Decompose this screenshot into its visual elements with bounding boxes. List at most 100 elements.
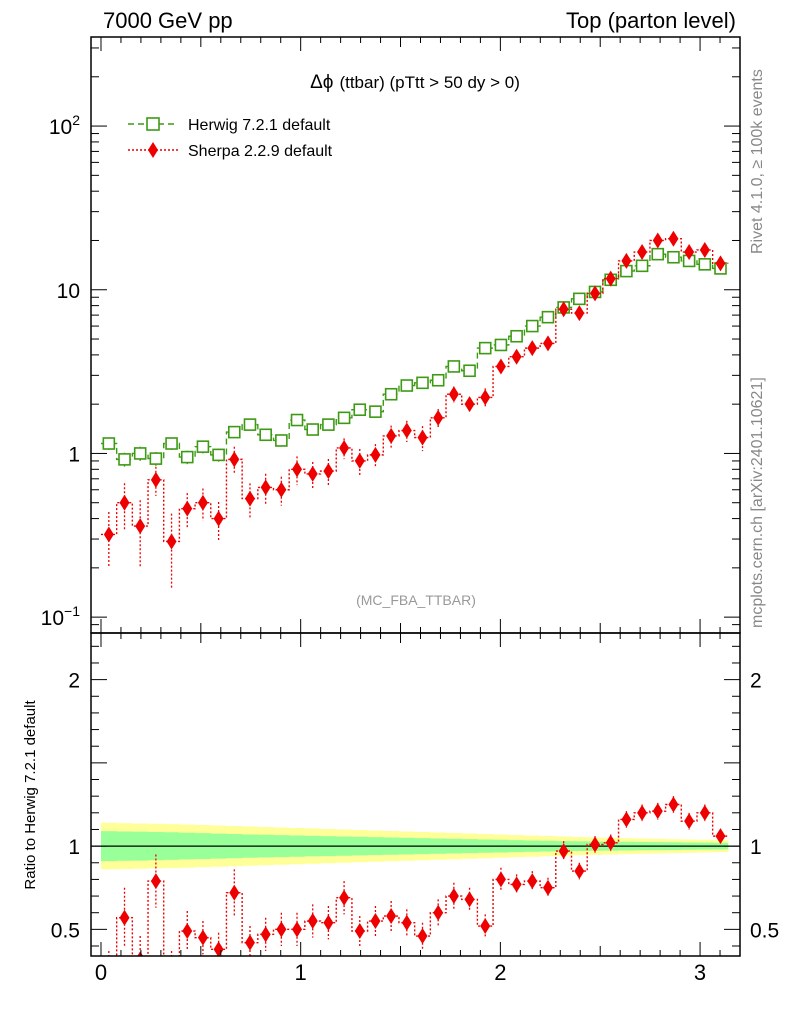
ratio-sherpa-point: [699, 804, 710, 821]
ratio-sherpa-point: [323, 914, 334, 931]
x-tick-label: 0: [95, 960, 107, 985]
sherpa-point: [605, 270, 616, 287]
herwig-point: [133, 447, 147, 460]
ratio-y-tick-label-left: 0.5: [51, 919, 80, 942]
main-y-tick-label: 10−1: [41, 603, 81, 630]
sherpa-point: [166, 533, 177, 550]
sherpa-point: [433, 409, 444, 426]
ratio-sherpa-point: [668, 796, 679, 813]
sherpa-point: [668, 230, 679, 247]
ratio-sherpa-point: [150, 873, 161, 890]
ratio-sherpa-point: [182, 923, 193, 940]
herwig-point: [165, 437, 178, 450]
sherpa-point: [699, 241, 710, 258]
sherpa-point: [652, 232, 663, 249]
herwig-point: [463, 364, 476, 378]
ratio-sherpa-point: [386, 908, 397, 925]
ratio-sherpa-point: [464, 891, 475, 908]
herwig-point: [384, 387, 398, 401]
ratio-sherpa-point: [433, 904, 444, 921]
sherpa-point: [307, 465, 318, 482]
sherpa-point: [386, 427, 397, 444]
ratio-sherpa-point: [276, 921, 287, 938]
herwig-point: [494, 338, 508, 352]
legend-herwig-label: Herwig 7.2.1 default: [188, 117, 331, 134]
ratio-sherpa-point: [448, 888, 459, 905]
ratio-sherpa-point: [167, 963, 177, 979]
x-tick-label: 1: [295, 960, 307, 985]
sherpa-point: [684, 244, 695, 261]
herwig-point: [416, 376, 429, 390]
herwig-point: [275, 434, 288, 447]
sherpa-point: [276, 481, 287, 498]
sherpa-point: [103, 526, 114, 543]
sherpa-point: [213, 510, 224, 527]
main-series-layer: [100, 230, 729, 588]
ratio-sherpa-point: [213, 941, 224, 956]
ratio-sherpa-point: [339, 889, 350, 906]
herwig-point: [322, 418, 335, 431]
legend-sherpa-label: Sherpa 2.2.9 default: [188, 143, 333, 160]
sherpa-point: [495, 358, 506, 375]
main-y-tick-exponent: −1: [64, 603, 80, 619]
ratio-y-tick-label-right: 0.5: [750, 919, 779, 942]
sherpa-point: [323, 463, 334, 480]
herwig-point: [447, 360, 461, 373]
ratio-sherpa-point: [137, 951, 144, 956]
sherpa-point: [511, 348, 522, 365]
ratio-sherpa-point: [652, 803, 663, 820]
plot-title-symbol: Δϕ: [310, 72, 333, 93]
x-tick-label: 2: [494, 960, 506, 985]
herwig-point: [635, 259, 649, 273]
header-right: Top (parton level): [566, 8, 736, 33]
herwig-point: [102, 437, 116, 450]
herwig-point: [306, 423, 320, 436]
herwig-line: [100, 253, 729, 461]
ratio-sherpa-point: [574, 863, 585, 880]
sherpa-point: [244, 490, 255, 507]
herwig-point: [541, 310, 555, 324]
sherpa-point: [401, 422, 412, 439]
ratio-sherpa-point: [480, 918, 491, 935]
sherpa-point: [197, 494, 208, 511]
ratio-sherpa-point: [637, 804, 648, 821]
ratio-sherpa-point: [260, 926, 271, 943]
sherpa-point: [417, 429, 428, 446]
herwig-point: [180, 450, 194, 464]
sherpa-point: [135, 518, 146, 535]
ratio-sherpa-point: [542, 879, 553, 896]
sherpa-point: [527, 340, 538, 357]
herwig-point: [400, 379, 414, 392]
herwig-point: [698, 258, 712, 271]
ratio-sherpa-point: [229, 884, 240, 901]
ratio-y-tick-label-left: 2: [68, 670, 80, 693]
main-y-tick-exponent: 2: [72, 112, 80, 128]
rivet-label: Rivet 4.1.0, ≥ 100k events: [749, 69, 766, 254]
herwig-point: [478, 341, 492, 355]
sherpa-point: [354, 452, 365, 469]
sherpa-point: [542, 335, 553, 352]
herwig-point: [573, 292, 586, 306]
legend-sherpa-marker: [148, 142, 158, 158]
ratio-series-layer: [108, 796, 729, 979]
ratio-sherpa-point: [684, 813, 695, 830]
ratio-y-tick-label-right: 1: [750, 836, 762, 859]
main-y-tick-label: 102: [49, 112, 80, 139]
ratio-sherpa-point: [621, 811, 632, 828]
herwig-point: [259, 428, 272, 442]
sherpa-point: [480, 389, 491, 406]
herwig-point: [667, 250, 680, 264]
x-tick-label: 3: [694, 960, 706, 985]
sherpa-point: [715, 255, 726, 272]
herwig-point: [510, 329, 523, 343]
plot-title-text: (ttbar) (pTtt > 50 dy > 0): [339, 73, 519, 92]
sherpa-point: [448, 386, 459, 403]
herwig-point: [196, 440, 210, 453]
herwig-point: [118, 453, 131, 466]
sherpa-point: [229, 451, 240, 468]
ratio-sherpa-point: [715, 828, 726, 845]
sherpa-point: [150, 471, 161, 488]
herwig-point: [353, 403, 367, 417]
ratio-uncertainty-bands: [91, 822, 740, 870]
